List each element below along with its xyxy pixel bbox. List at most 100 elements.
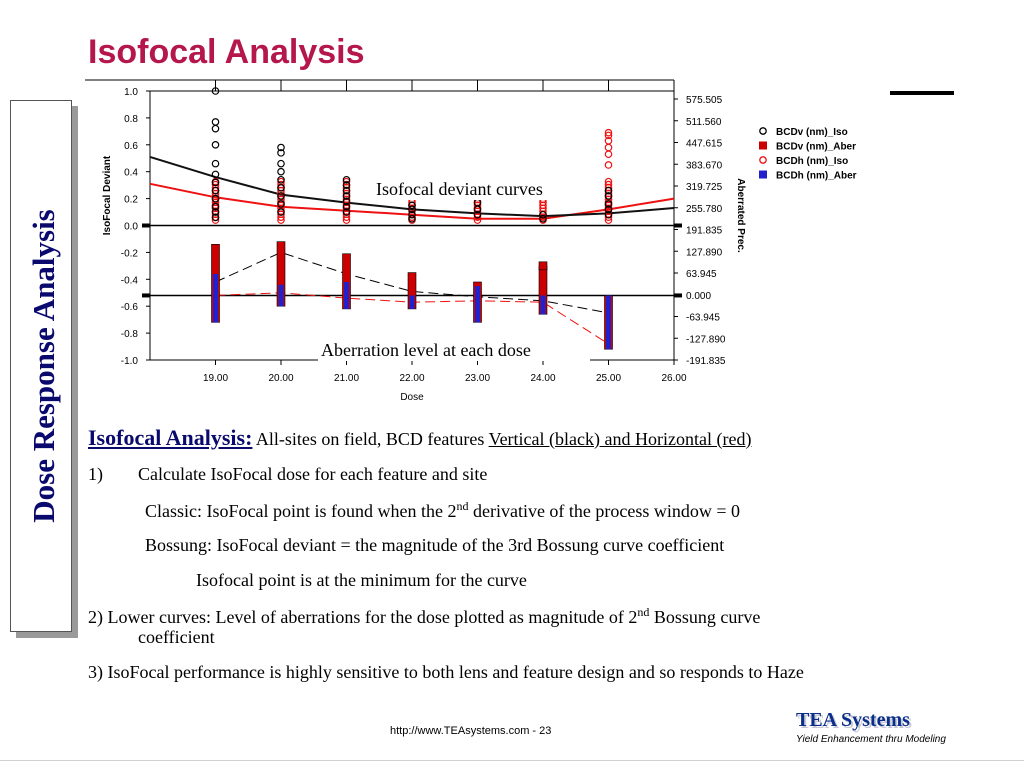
y-tick-label-left: -0.4 — [121, 275, 139, 286]
item2-sup: nd — [637, 605, 650, 619]
bcdv-aber-outlier — [538, 261, 548, 271]
bcdh-aber-bar — [344, 281, 349, 309]
bcdv-iso-marker — [408, 210, 416, 219]
y-axis-label-right: Aberrated Prec. — [735, 178, 746, 253]
bcdv-iso-marker — [342, 208, 351, 216]
bcdv-iso-marker — [211, 141, 220, 149]
item2-text-b: Bossung curve — [649, 607, 761, 627]
bcdv-iso-marker — [277, 143, 285, 152]
classic-line: Classic: IsoFocal point is found when th… — [145, 499, 740, 522]
y-tick-label-right: 319.725 — [686, 182, 723, 193]
bcdv-iso-marker — [277, 208, 285, 216]
bcdh-aber-bar — [409, 295, 415, 309]
lead-label: Isofocal Analysis: — [88, 425, 253, 450]
bcdv-iso-marker — [604, 192, 613, 200]
chart-labels: 1.0 0.8 0.6 0.4 0.2 0.0 -0.2 -0.4 -0.6 -0.8 -1.0 57… — [102, 87, 746, 403]
y-axis-label-left: IsoFocal Deviant — [102, 155, 113, 235]
bcdh-iso-outlier — [604, 161, 613, 169]
annotation-bg-1 — [372, 176, 588, 200]
bcdh-aber-bar — [540, 295, 546, 315]
bcdv-iso-marker — [408, 205, 416, 214]
title-underline-bar — [890, 91, 954, 95]
minimum-line: Isofocal point is at the minimum for the… — [196, 570, 527, 590]
annotation-bg-2 — [318, 337, 590, 361]
bcdv-iso-marker — [473, 210, 482, 219]
zero-right-marker — [674, 223, 682, 228]
bcdv-iso-marker — [211, 170, 220, 179]
brand-tagline: Yield Enhancement thru Modeling — [796, 734, 946, 745]
legend-swatch-square — [759, 141, 767, 150]
bcdv-iso-marker — [342, 181, 351, 189]
side-label-box: Dose Response Analysis — [10, 100, 72, 632]
bcdh-aber-bar — [213, 273, 218, 323]
bcdv-iso-marker — [342, 197, 351, 206]
bottom-divider — [0, 760, 1024, 761]
lead-link: Vertical (black) and Horizontal (red) — [488, 429, 752, 449]
y-tick-label-right: 383.670 — [686, 160, 723, 171]
legend-label: BCDh (nm)_Iso — [776, 156, 848, 167]
bcdv-iso-marker — [211, 194, 220, 203]
y-tick-label-left: 0.4 — [124, 168, 138, 179]
x-tick-label: 20.00 — [268, 373, 293, 384]
bcdh-iso-outlier — [604, 128, 613, 137]
bcdv-iso-marker — [539, 214, 547, 223]
legend-label: BCDh (nm)_Aber — [776, 171, 857, 182]
bcdv-iso-marker — [211, 202, 220, 211]
bcdv-iso-marker — [211, 208, 220, 216]
y-tick-label-right: -191.835 — [686, 356, 726, 367]
item2-line: 2) Lower curves: Level of aberrations fo… — [88, 605, 760, 628]
lead-paragraph: Isofocal Analysis: All-sites on field, B… — [88, 425, 751, 451]
y-tick-label-right: 447.615 — [686, 139, 723, 150]
bcdv-iso-marker — [277, 184, 285, 192]
item2-text-a: 2) Lower curves: Level of aberrations fo… — [88, 607, 638, 627]
zero-left-marker — [142, 223, 150, 228]
y-tick-label-right: 255.780 — [686, 204, 723, 215]
x-tick-label: 22.00 — [399, 373, 424, 384]
y-tick-label-right: -127.890 — [686, 334, 726, 345]
bcdv-iso-marker — [408, 214, 416, 223]
aber-left-marker — [142, 293, 150, 298]
bcdv-iso-marker — [342, 186, 351, 195]
aber-right-marker — [674, 293, 682, 298]
legend-swatch-square — [759, 170, 767, 179]
bcdh-iso-outlier — [604, 131, 613, 140]
x-tick-label: 19.00 — [203, 373, 228, 384]
bcdv-iso-marker — [604, 186, 613, 195]
y-tick-label-left: 0.2 — [124, 195, 138, 206]
classic-sup: nd — [456, 499, 469, 513]
chart-legend: BCDv (nm)_Iso BCDv (nm)_Aber BCDh (nm)_Iso… — [759, 127, 857, 182]
bcdv-aber-bar — [276, 241, 286, 307]
x-axis-label: Dose — [400, 392, 424, 403]
bcdh-aber-bar — [606, 295, 611, 350]
y-tick-label-right: 191.835 — [686, 226, 723, 237]
chart-axes — [85, 79, 682, 365]
x-tick-label: 26.00 — [661, 373, 686, 384]
y-tick-label-left: 0.6 — [124, 141, 138, 152]
item1-text: Calculate IsoFocal dose for each feature… — [138, 464, 488, 484]
bcdv-iso-marker — [211, 186, 220, 195]
bcdh-iso-marker — [277, 180, 285, 189]
x-tick-label: 21.00 — [334, 373, 359, 384]
legend-swatch-circle — [759, 127, 767, 135]
bcdv-iso-marker — [211, 213, 220, 222]
classic-text-b: derivative of the process window = 0 — [468, 501, 741, 521]
y-tick-label-right: -63.945 — [686, 313, 720, 324]
bcdv-iso-marker — [211, 124, 220, 133]
bcdv-iso-marker — [342, 175, 351, 184]
bossung-line: Bossung: IsoFocal deviant = the magnitud… — [145, 535, 725, 555]
y-tick-label-left: -0.8 — [121, 329, 139, 340]
lead-text: All-sites on field, BCD features — [252, 429, 489, 449]
y-tick-label-left: -1.0 — [121, 356, 139, 367]
legend-label: BCDv (nm)_Aber — [776, 142, 856, 153]
bcdh-iso-marker — [604, 177, 613, 186]
footer-url-link[interactable]: http://www.TEAsystems.com - 23 — [390, 725, 552, 737]
bcdv-iso-marker — [604, 210, 613, 219]
bcdv-iso-marker — [277, 175, 285, 184]
bcdv-iso-marker — [277, 149, 285, 157]
x-tick-label: 23.00 — [465, 373, 490, 384]
isofocal-chart: 1.0 0.8 0.6 0.4 0.2 0.0 -0.2 -0.4 -0.6 -0.8 -1.0 57… — [85, 79, 857, 403]
y-tick-label-right: 0.000 — [686, 291, 711, 302]
legend-label: BCDv (nm)_Iso — [776, 127, 848, 138]
annotation-isofocal-curves: Isofocal deviant curves — [376, 179, 543, 199]
bcdv-iso-marker — [408, 201, 416, 210]
